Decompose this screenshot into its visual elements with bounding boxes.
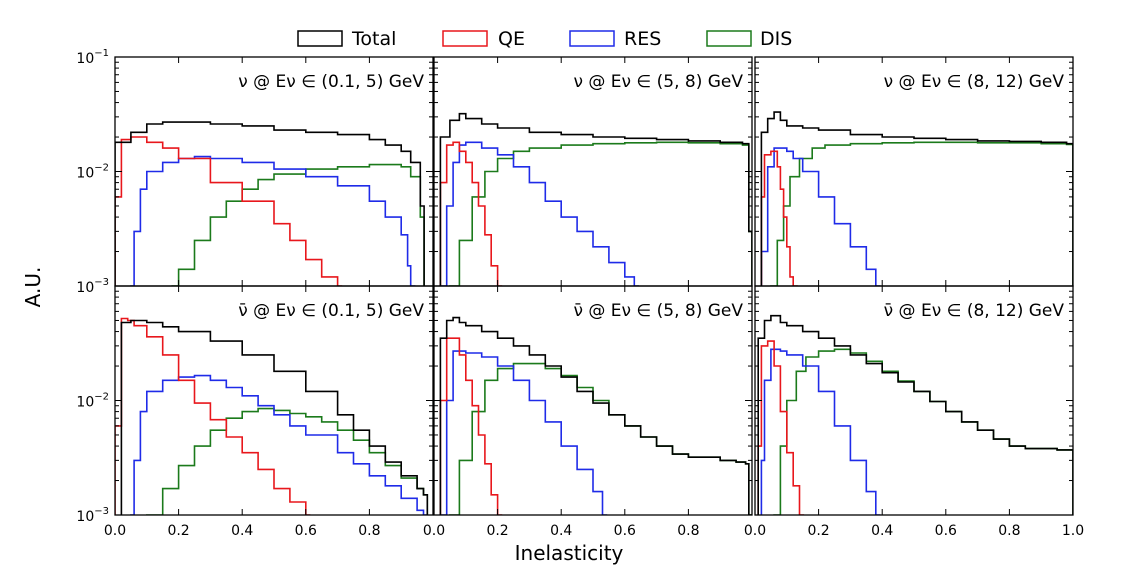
panel-title: ν @ Eν ∈ (5, 8) GeV (573, 72, 743, 92)
panel-title: ν̄ @ Eν ∈ (8, 12) GeV (884, 301, 1065, 321)
series-group (439, 112, 752, 286)
legend-swatch-res (569, 30, 615, 47)
series-qe-line (757, 340, 805, 515)
legend-item-res: RES (569, 28, 661, 50)
panel-nubar-0.1-5: ν̄ @ Eν ∈ (0.1, 5) GeV 10−2 10−30.0 0.2 0.4 0… (76, 285, 434, 539)
series-total-line (120, 319, 429, 515)
x-tick-label: 0.2 (486, 523, 508, 539)
x-tick-label: 0.8 (358, 523, 380, 539)
series-qe-line (439, 337, 503, 515)
legend-item-qe: QE (442, 28, 525, 50)
panel-nu-8-12: ν @ Eν ∈ (8, 12) GeV (754, 56, 1074, 287)
x-tick-label: 0.0 (423, 523, 445, 539)
y-tick-label-mid: 10−2 (76, 163, 109, 182)
series-qe-line (760, 150, 798, 286)
x-tick-label: 0.6 (935, 523, 957, 539)
legend-swatch-qe (442, 30, 488, 47)
y-tick-label-bottom: 10−3 (76, 506, 109, 525)
x-tick-label: 0.6 (614, 523, 636, 539)
x-tick-label: 0.6 (295, 523, 317, 539)
series-res-line (130, 374, 429, 515)
x-tick-label: 0.0 (104, 523, 126, 539)
series-group (760, 111, 1073, 286)
x-tick-label: 0.2 (167, 523, 189, 539)
series-total-line (757, 314, 1073, 515)
series-group (757, 314, 1073, 515)
series-total-line (439, 112, 752, 286)
series-qe-line (115, 317, 311, 515)
legend-swatch-total (297, 30, 343, 47)
series-total-line (760, 111, 1073, 286)
legend-item-total: Total (297, 28, 396, 50)
x-tick-label: 1.0 (1062, 523, 1084, 539)
y-tick-label-top: 10−1 (76, 48, 109, 67)
series-group (115, 317, 429, 515)
series-qe-line (439, 141, 503, 286)
series-group (115, 121, 425, 286)
x-tick-label: 0.2 (807, 523, 829, 539)
series-res-line (439, 141, 639, 286)
legend-label-res: RES (624, 28, 661, 50)
series-group (439, 316, 752, 515)
x-tick-label: 0.0 (744, 523, 766, 539)
series-res-line (760, 348, 881, 515)
series-res-line (760, 147, 881, 286)
panel-title: ν @ Eν ∈ (0.1, 5) GeV (238, 72, 424, 92)
series-res-line (439, 350, 608, 515)
x-tick-label: 0.8 (677, 523, 699, 539)
x-tick-label: 0.4 (550, 523, 572, 539)
y-tick-label-mid: 10−2 (76, 392, 109, 411)
panel-title: ν @ Eν ∈ (8, 12) GeV (884, 72, 1065, 92)
legend: Total QE RES DIS (297, 28, 792, 50)
series-total-line (439, 316, 752, 515)
legend-item-dis: DIS (706, 28, 792, 50)
series-dis-line (449, 141, 752, 286)
series-dis-line (171, 163, 425, 286)
legend-swatch-dis (706, 30, 752, 47)
legend-label-dis: DIS (760, 28, 792, 50)
y-tick-label-bottom: 10−3 (76, 277, 109, 296)
panel-title: ν̄ @ Eν ∈ (5, 8) GeV (573, 301, 743, 321)
y-axis-label: A.U. (21, 267, 45, 308)
x-tick-label: 0.4 (871, 523, 893, 539)
panel-nubar-8-12: ν̄ @ Eν ∈ (8, 12) GeV 0.0 0.2 0.4 0.6 0.8 1.0 (744, 285, 1084, 539)
series-res-line (130, 155, 416, 286)
panel-title: ν̄ @ Eν ∈ (0.1, 5) GeV (238, 301, 424, 321)
panel-nubar-5-8: ν̄ @ Eν ∈ (5, 8) GeV 0.0 0.2 0.4 0.6 0.8 (423, 285, 753, 539)
x-tick-label: 0.8 (998, 523, 1020, 539)
x-tick-label: 0.4 (231, 523, 253, 539)
legend-label-qe: QE (498, 28, 525, 50)
x-axis-label: Inelasticity (515, 541, 624, 565)
legend-label-total: Total (351, 28, 396, 50)
series-total-line (115, 121, 425, 286)
